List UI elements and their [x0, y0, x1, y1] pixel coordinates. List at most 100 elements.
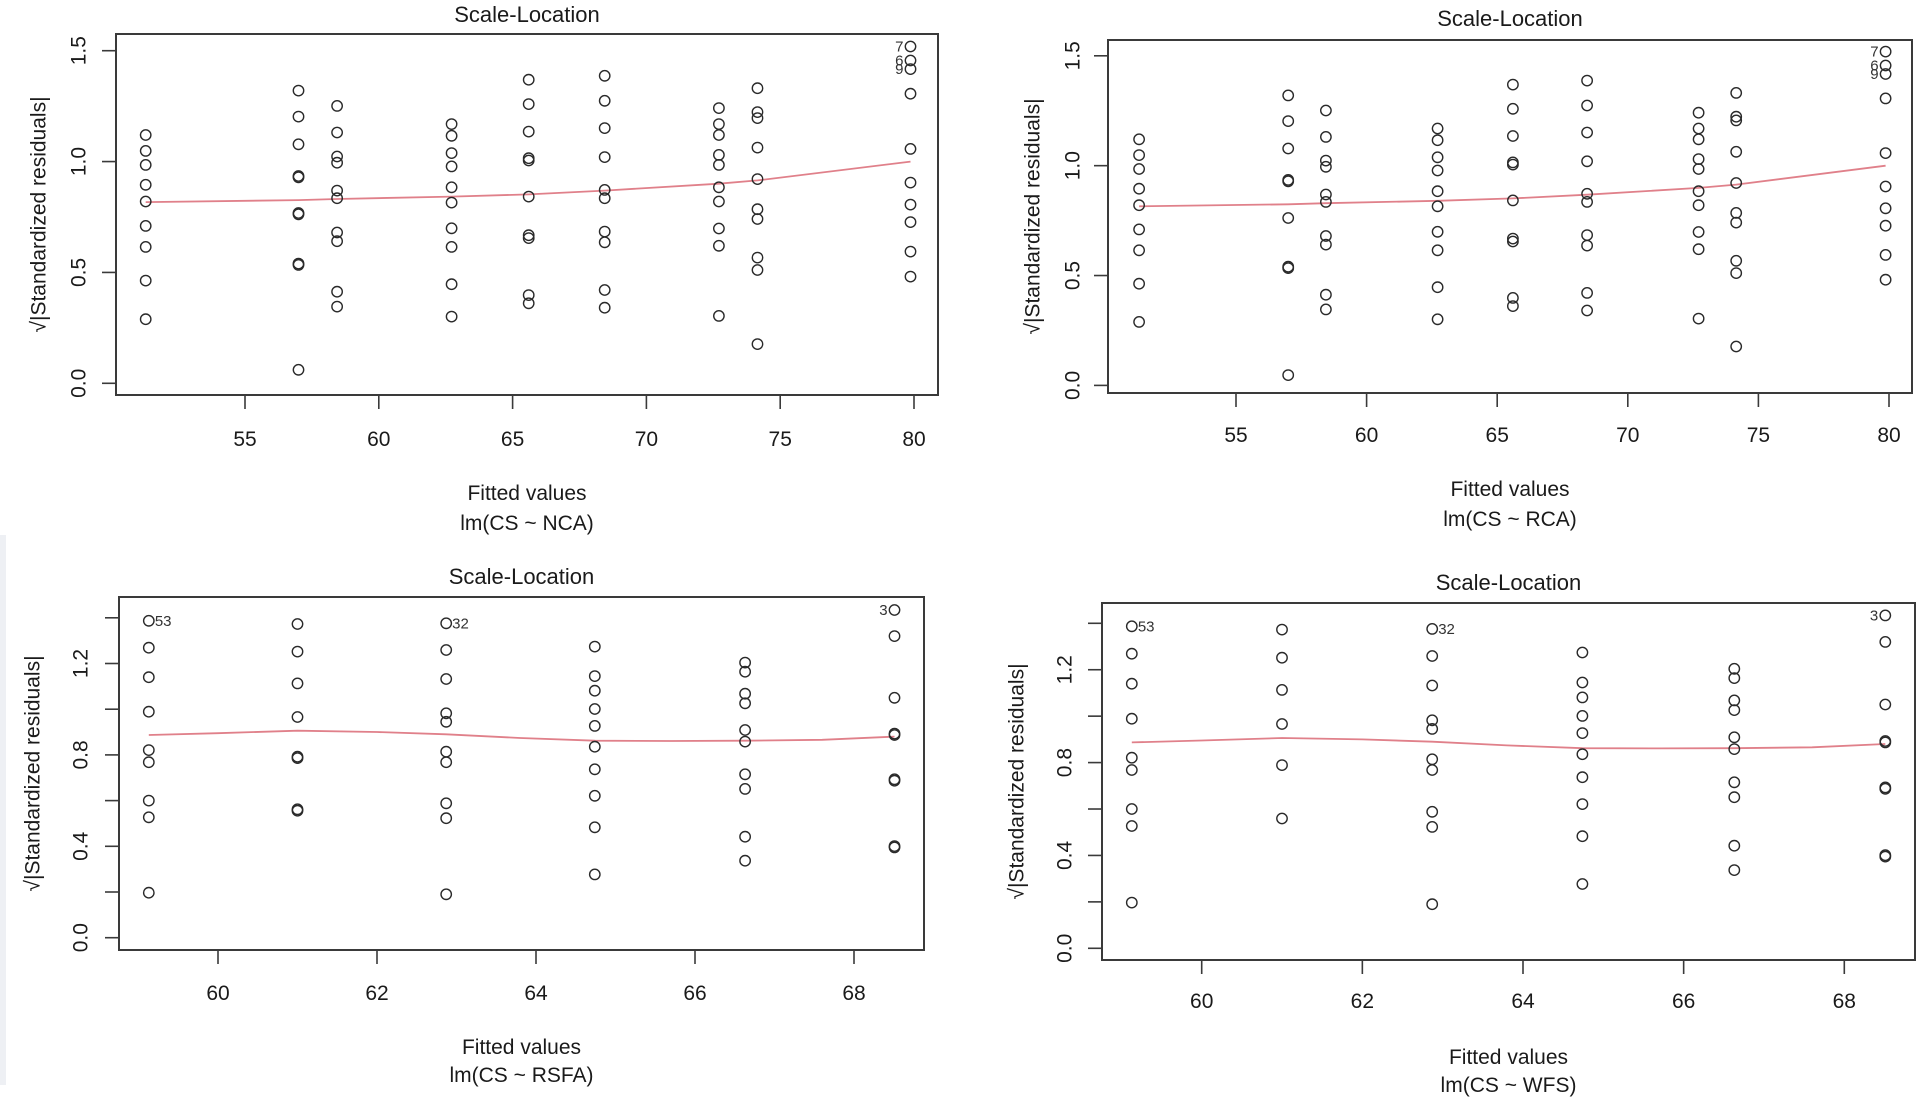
data-point [1879, 273, 1892, 286]
y-tick-label: 1.0 [1062, 151, 1085, 180]
data-point [445, 278, 458, 291]
data-point [1431, 164, 1444, 177]
data-point [1320, 238, 1332, 251]
data-point [1426, 623, 1439, 635]
data-point [522, 232, 535, 245]
data-point [1692, 226, 1705, 238]
data-point [1133, 149, 1146, 162]
data-point [1320, 195, 1332, 208]
data-point [1431, 134, 1444, 147]
data-point [1320, 154, 1332, 167]
data-point [598, 284, 611, 296]
data-point [291, 618, 304, 630]
data-point [1879, 850, 1892, 863]
data-point [1728, 743, 1741, 755]
data-point [1125, 647, 1138, 660]
data-point [1276, 684, 1288, 696]
x-tick-label: 62 [365, 982, 388, 1005]
data-point [751, 213, 764, 225]
data-point [1879, 698, 1892, 711]
data-point [739, 665, 751, 678]
data-point [1133, 199, 1146, 212]
data-point [1692, 243, 1705, 256]
data-point [751, 338, 764, 350]
y-tick-label: 1.5 [1062, 41, 1085, 70]
data-point [1879, 59, 1892, 72]
data-point [1282, 262, 1295, 274]
data-point [142, 744, 155, 756]
y-axis-label: √|Standardized residuals| [22, 655, 45, 891]
data-point [440, 707, 453, 720]
data-point [1125, 620, 1138, 633]
data-point [1282, 369, 1295, 381]
model-formula-label: lm(CS ~ RSFA) [449, 1064, 593, 1087]
data-point [1728, 864, 1741, 876]
left-edge-strip [0, 535, 6, 1085]
data-point [142, 756, 155, 769]
data-point [904, 176, 917, 189]
data-point [1728, 776, 1741, 789]
x-tick-label: 62 [1351, 990, 1374, 1013]
data-point [1581, 229, 1594, 242]
data-point [598, 183, 611, 196]
data-point [440, 745, 453, 758]
data-point [1507, 300, 1519, 312]
data-point [1576, 727, 1589, 739]
data-point [1879, 202, 1892, 215]
data-point [588, 789, 601, 802]
data-point [1879, 219, 1892, 232]
data-point [713, 181, 725, 194]
data-point [1581, 155, 1594, 168]
data-point [1879, 68, 1892, 80]
data-point [904, 245, 917, 258]
data-point [588, 763, 601, 776]
x-tick-label: 80 [902, 428, 925, 451]
data-point [142, 811, 155, 824]
data-point [139, 195, 152, 208]
y-tick-label: 0.4 [70, 831, 93, 861]
data-point [1133, 182, 1146, 195]
x-tick-label: 66 [1672, 990, 1695, 1013]
data-point [1730, 177, 1743, 189]
data-point [598, 122, 611, 135]
data-point [331, 285, 343, 298]
x-tick-label: 75 [1747, 424, 1770, 447]
data-point [1507, 158, 1519, 171]
data-point [1125, 764, 1138, 776]
data-point [1576, 878, 1589, 890]
plot-frame [115, 33, 939, 396]
data-point [588, 740, 601, 753]
x-tick-label: 65 [1486, 424, 1509, 447]
data-point [1576, 798, 1589, 810]
data-point [751, 106, 764, 119]
data-point [1581, 286, 1594, 299]
data-point [1282, 142, 1295, 155]
data-point [331, 192, 343, 205]
data-point [440, 756, 453, 769]
x-tick-label: 60 [206, 982, 229, 1005]
model-formula-label: lm(CS ~ WFS) [1441, 1074, 1577, 1097]
data-point [1431, 185, 1444, 198]
data-point [1730, 145, 1743, 158]
data-point [1692, 106, 1705, 119]
y-tick-label: 0.0 [1062, 371, 1085, 400]
data-point [1879, 636, 1892, 648]
data-point [1692, 163, 1705, 175]
data-point [739, 783, 751, 795]
data-point [1879, 180, 1892, 193]
loess-smooth-line [1131, 737, 1886, 750]
data-point [1879, 248, 1892, 261]
model-formula-label: lm(CS ~ RCA) [1443, 508, 1577, 531]
data-point [713, 222, 725, 235]
outlier-label: 7 [895, 38, 903, 55]
data-point [1276, 623, 1288, 636]
data-point [1730, 114, 1743, 127]
data-point [440, 812, 453, 825]
data-point [440, 797, 453, 810]
data-point [1728, 672, 1741, 684]
data-point [1507, 102, 1519, 115]
data-point [1125, 820, 1138, 832]
data-point [440, 617, 453, 630]
data-point [1431, 225, 1444, 238]
